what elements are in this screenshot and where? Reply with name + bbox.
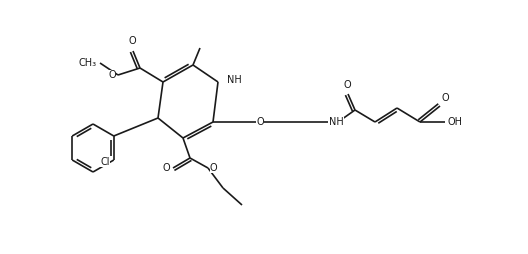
Text: NH: NH <box>329 117 344 127</box>
Text: Cl: Cl <box>100 157 110 167</box>
Text: O: O <box>108 70 116 80</box>
Text: O: O <box>442 93 450 103</box>
Text: O: O <box>343 80 351 90</box>
Text: CH₃: CH₃ <box>79 58 97 68</box>
Text: OH: OH <box>447 117 462 127</box>
Text: NH: NH <box>227 75 242 85</box>
Text: O: O <box>210 163 218 173</box>
Text: O: O <box>256 117 264 127</box>
Text: O: O <box>163 163 170 173</box>
Text: O: O <box>128 36 136 46</box>
